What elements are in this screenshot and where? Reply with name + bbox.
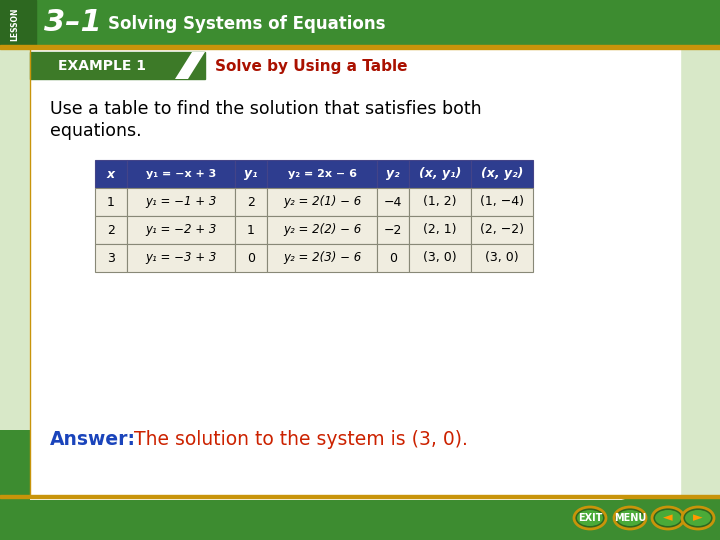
Text: EXAMPLE 1: EXAMPLE 1	[58, 59, 146, 73]
Polygon shape	[0, 430, 30, 497]
Ellipse shape	[617, 510, 643, 526]
Bar	[409, 244, 471, 272]
Text: y₁ = −1 + 3: y₁ = −1 + 3	[145, 195, 217, 208]
Text: ◄: ◄	[663, 511, 672, 524]
Text: y₁ = −2 + 3: y₁ = −2 + 3	[145, 224, 217, 237]
Bar	[0, 497, 720, 540]
Text: 2: 2	[247, 195, 255, 208]
Bar	[235, 188, 267, 216]
Bar	[377, 160, 409, 188]
Text: (x, y₂): (x, y₂)	[481, 167, 523, 180]
Bar	[409, 188, 471, 216]
Bar	[235, 160, 267, 188]
Bar	[267, 160, 377, 188]
Text: (1, −4): (1, −4)	[480, 195, 524, 208]
Text: 1: 1	[107, 195, 115, 208]
Bar	[95, 244, 127, 272]
Text: 1: 1	[247, 224, 255, 237]
Bar	[377, 216, 409, 244]
Text: ►: ►	[693, 511, 703, 524]
Text: y₁: y₁	[244, 167, 258, 180]
Text: y₂: y₂	[386, 167, 400, 180]
Text: Solving Systems of Equations: Solving Systems of Equations	[108, 15, 385, 33]
Text: Use a table to find the solution that satisfies both: Use a table to find the solution that sa…	[50, 100, 482, 118]
Ellipse shape	[655, 510, 681, 526]
Text: x: x	[107, 167, 115, 180]
Text: 2: 2	[107, 224, 115, 237]
Bar	[30, 49, 680, 494]
Text: Answer:: Answer:	[50, 430, 136, 449]
Bar	[409, 216, 471, 244]
Bar	[127, 188, 235, 216]
Text: 3–1: 3–1	[44, 8, 102, 37]
Polygon shape	[30, 493, 625, 500]
Text: 0: 0	[389, 252, 397, 265]
Text: y₁ = −x + 3: y₁ = −x + 3	[146, 169, 216, 179]
Bar	[471, 160, 533, 188]
Text: −4: −4	[384, 195, 402, 208]
Bar	[235, 216, 267, 244]
Ellipse shape	[577, 510, 603, 526]
Text: y₂ = 2x − 6: y₂ = 2x − 6	[287, 169, 356, 179]
Text: y₂ = 2(1) − 6: y₂ = 2(1) − 6	[283, 195, 361, 208]
Bar	[409, 160, 471, 188]
Text: 0: 0	[247, 252, 255, 265]
Bar	[377, 244, 409, 272]
Bar	[471, 216, 533, 244]
Text: equations.: equations.	[50, 122, 142, 140]
Ellipse shape	[652, 507, 684, 529]
Text: (2, −2): (2, −2)	[480, 224, 524, 237]
Text: (x, y₁): (x, y₁)	[419, 167, 462, 180]
Text: (3, 0): (3, 0)	[423, 252, 456, 265]
Bar	[0, 495, 720, 498]
Bar	[235, 244, 267, 272]
Text: Solve by Using a Table: Solve by Using a Table	[215, 58, 408, 73]
Text: (2, 1): (2, 1)	[423, 224, 456, 237]
Bar	[95, 188, 127, 216]
Text: 3: 3	[107, 252, 115, 265]
Bar	[95, 160, 127, 188]
Bar	[471, 244, 533, 272]
Bar	[0, 0, 36, 48]
Bar	[127, 216, 235, 244]
Text: (3, 0): (3, 0)	[485, 252, 519, 265]
Ellipse shape	[682, 507, 714, 529]
Bar	[30, 52, 205, 79]
Bar	[0, 45, 720, 49]
Bar	[267, 188, 377, 216]
Text: −2: −2	[384, 224, 402, 237]
Bar	[471, 188, 533, 216]
Text: The solution to the system is (3, 0).: The solution to the system is (3, 0).	[134, 430, 468, 449]
Ellipse shape	[685, 510, 711, 526]
Bar	[267, 244, 377, 272]
Text: LESSON: LESSON	[10, 7, 19, 40]
Bar	[127, 244, 235, 272]
Bar	[267, 216, 377, 244]
Text: y₂ = 2(2) − 6: y₂ = 2(2) − 6	[283, 224, 361, 237]
Text: y₁ = −3 + 3: y₁ = −3 + 3	[145, 252, 217, 265]
Polygon shape	[175, 52, 205, 79]
Text: EXIT: EXIT	[578, 513, 602, 523]
Ellipse shape	[614, 507, 646, 529]
Bar	[377, 188, 409, 216]
Bar	[127, 160, 235, 188]
Text: y₂ = 2(3) − 6: y₂ = 2(3) − 6	[283, 252, 361, 265]
Ellipse shape	[574, 507, 606, 529]
Bar	[0, 0, 720, 48]
Text: (1, 2): (1, 2)	[423, 195, 456, 208]
Bar	[95, 216, 127, 244]
Text: MENU: MENU	[614, 513, 646, 523]
